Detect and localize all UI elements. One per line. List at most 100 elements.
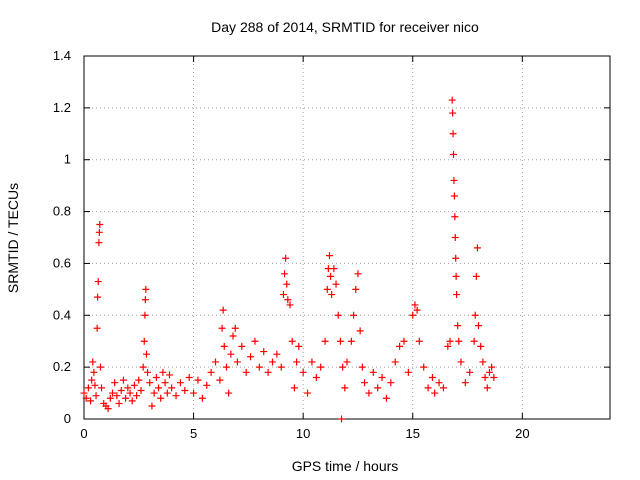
data-point-marker [247,353,255,361]
data-point-marker [95,239,103,247]
data-point-marker [446,337,454,345]
y-tick-label: 0 [64,411,71,426]
data-point-marker [106,394,114,402]
data-point-marker [475,322,482,330]
data-point-marker [328,291,336,299]
data-point-marker [330,265,338,273]
data-point-marker [455,337,463,345]
data-point-marker [111,379,119,387]
data-point-marker [288,337,296,345]
data-point-marker [124,384,132,392]
data-point-marker [98,384,106,392]
data-point-marker [453,291,461,299]
data-point-marker [452,272,460,280]
data-point-marker [356,327,364,335]
data-point-marker [233,358,241,366]
data-point-marker [411,301,419,309]
data-point-marker [361,379,369,387]
data-point-marker [448,96,456,104]
data-point-marker [108,389,116,397]
data-point-marker [457,358,465,366]
data-point-marker [449,109,457,117]
data-point-marker [141,296,149,304]
data-point-marker [119,376,127,384]
data-point-marker [172,392,180,400]
data-point-marker [82,394,90,402]
data-point-marker [424,384,432,392]
data-point-marker [339,363,347,371]
data-point-marker [88,376,96,384]
data-point-marker [435,379,443,387]
data-point-marker [92,392,100,400]
data-point-marker [222,363,230,371]
x-tick-label: 5 [190,426,197,441]
data-point-marker [279,291,287,299]
data-point-marker [290,384,298,392]
x-tick-label: 10 [296,426,310,441]
data-point-marker [238,342,246,350]
data-point-marker [451,213,459,221]
data-point-marker [142,350,150,358]
x-axis-label: GPS time / hours [292,458,399,474]
data-point-marker [139,363,147,371]
plot-frame [83,55,611,420]
data-point-marker [227,350,235,358]
data-point-marker [117,386,125,394]
data-point-marker [343,358,351,366]
data-point-marker [284,296,292,304]
data-point-marker [225,389,233,397]
data-point-marker [144,368,152,376]
data-point-marker [104,405,112,413]
data-point-marker [203,381,211,389]
data-point-marker [89,358,97,366]
data-point-marker [336,337,344,345]
data-point-marker [165,371,173,379]
data-point-marker [420,363,428,371]
data-point-marker [141,311,149,319]
data-point-marker [181,386,189,394]
data-point-marker [452,254,460,262]
data-point-marker [157,394,165,402]
data-point-marker [207,368,215,376]
data-point-marker [84,384,92,392]
data-point-marker [281,270,289,278]
data-point-marker [161,379,169,387]
data-point-marker [365,389,373,397]
data-point-marker [218,324,226,332]
data-point-marker [308,358,316,366]
data-point-marker [431,389,439,397]
data-point-marker [295,342,303,350]
data-point-marker [415,337,423,345]
data-point-marker [126,389,134,397]
data-point-marker [128,397,136,405]
data-point-marker [450,176,458,184]
data-point-marker [470,337,478,345]
data-point-marker [96,221,104,229]
y-tick-label: 0.4 [53,307,71,322]
data-point-marker [212,358,219,366]
data-point-marker [483,384,491,392]
data-point-marker [220,342,228,350]
data-point-marker [229,332,237,340]
data-point-marker [374,384,382,392]
data-point-marker [304,389,312,397]
data-point-marker [454,322,462,330]
data-point-marker [450,151,458,159]
data-point-marker [133,392,141,400]
data-point-marker [473,244,481,252]
data-point-marker [146,379,154,387]
axis-ticks: 0 5 10 15 20 0 0.2 0.4 0.6 0.8 1 1.2 1.4 [53,48,610,441]
data-point-marker [323,285,331,293]
y-tick-label: 1.4 [53,48,71,63]
data-point-marker [387,379,395,387]
data-point-marker [168,384,176,392]
data-point-marker [264,368,272,376]
data-point-marker [369,368,377,376]
data-point-marker [451,234,459,241]
data-point-marker [159,368,167,376]
data-point-marker [152,374,160,382]
data-point-marker [216,376,224,384]
data-point-marker [194,376,202,384]
data-point-marker [142,285,150,293]
data-point-marker [334,311,342,319]
